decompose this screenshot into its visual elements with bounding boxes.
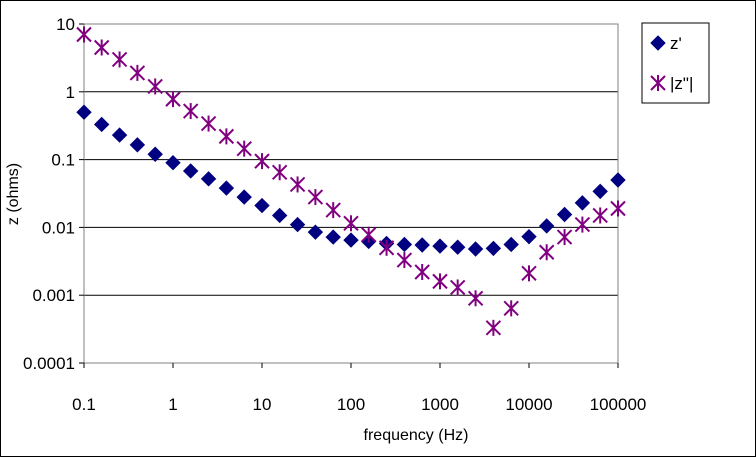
data-point-asterisk — [129, 64, 146, 81]
data-point-asterisk — [182, 103, 199, 120]
data-point-diamond — [610, 172, 626, 188]
data-point-diamond — [271, 207, 288, 224]
data-point-asterisk — [467, 290, 484, 307]
y-tick-label: 0.1 — [51, 151, 75, 170]
legend-marker-asterisk — [650, 75, 666, 91]
data-point-asterisk — [360, 226, 377, 243]
data-point-asterisk — [449, 279, 466, 296]
plot-area — [83, 23, 619, 364]
legend-entry: z' — [650, 34, 682, 53]
data-point-asterisk — [200, 115, 217, 132]
data-point-diamond — [93, 116, 110, 133]
data-point-asterisk — [503, 300, 519, 317]
data-point-diamond — [503, 236, 519, 253]
series-2 — [76, 26, 626, 336]
series-1 — [76, 104, 626, 257]
data-point-asterisk — [307, 189, 324, 206]
data-point-diamond — [254, 197, 270, 214]
x-tick-label: 10 — [253, 395, 272, 414]
data-point-asterisk — [592, 207, 608, 224]
data-point-diamond — [574, 195, 591, 211]
x-tick-label: 100 — [337, 395, 365, 414]
data-point-diamond — [485, 240, 502, 257]
data-point-diamond — [218, 180, 235, 196]
data-point-asterisk — [414, 263, 430, 280]
legend-entry: |z"| — [650, 74, 693, 93]
data-point-asterisk — [236, 140, 252, 157]
data-point-diamond — [592, 183, 608, 200]
data-point-diamond — [556, 206, 573, 223]
data-point-asterisk — [218, 128, 235, 145]
data-point-diamond — [147, 146, 163, 162]
data-point-asterisk — [271, 164, 288, 181]
data-point-asterisk — [111, 51, 128, 68]
data-point-asterisk — [325, 202, 341, 219]
data-point-diamond — [432, 238, 448, 254]
legend-label: z' — [670, 34, 682, 53]
data-point-diamond — [467, 241, 484, 257]
data-point-asterisk — [378, 239, 395, 256]
data-point-diamond — [449, 239, 466, 255]
data-point-diamond — [343, 232, 359, 248]
y-tick-label: 1 — [66, 83, 75, 102]
data-point-diamond — [236, 189, 252, 205]
data-point-diamond — [111, 127, 128, 143]
y-axis-title: z (ohms) — [5, 163, 22, 225]
data-point-asterisk — [147, 78, 163, 95]
data-point-diamond — [289, 216, 306, 233]
data-point-diamond — [521, 228, 537, 245]
data-point-diamond — [307, 224, 324, 240]
data-point-diamond — [182, 163, 199, 179]
data-point-asterisk — [574, 216, 591, 233]
legend-label: |z"| — [670, 74, 693, 93]
data-point-asterisk — [76, 26, 92, 43]
data-point-asterisk — [556, 229, 573, 246]
y-axis: 10 1 0.1 0.01 0.001 0.0001 — [23, 15, 84, 373]
data-point-diamond — [538, 218, 555, 234]
data-point-diamond — [414, 237, 430, 253]
data-point-diamond — [325, 229, 341, 245]
data-point-asterisk — [396, 252, 413, 269]
legend-marker-diamond — [650, 35, 666, 51]
data-point-diamond — [129, 137, 146, 153]
data-point-diamond — [76, 104, 92, 120]
x-tick-label: 100000 — [590, 395, 647, 414]
data-point-asterisk — [538, 244, 555, 261]
legend: z' |z"| — [641, 22, 710, 104]
data-point-asterisk — [610, 200, 626, 217]
data-point-asterisk — [485, 319, 502, 336]
x-axis: 0.1 1 10 100 1000 10000 100000 — [72, 363, 646, 414]
data-point-diamond — [200, 171, 217, 187]
data-point-diamond — [396, 236, 413, 253]
data-point-asterisk — [432, 273, 448, 290]
y-tick-label: 10 — [56, 15, 75, 34]
x-tick-label: 1000 — [421, 395, 459, 414]
data-point-asterisk — [93, 39, 110, 56]
data-point-asterisk — [289, 176, 306, 193]
data-point-asterisk — [165, 91, 181, 108]
y-tick-label: 0.0001 — [23, 354, 75, 373]
legend-box — [641, 22, 710, 104]
y-tick-label: 0.01 — [42, 218, 75, 237]
data-point-diamond — [165, 154, 181, 171]
series — [76, 26, 626, 336]
data-point-asterisk — [521, 265, 537, 282]
x-tick-label: 1 — [168, 395, 177, 414]
x-axis-title: frequency (Hz) — [364, 427, 469, 444]
data-point-asterisk — [254, 153, 270, 170]
x-tick-label: 0.1 — [72, 395, 96, 414]
gridlines — [84, 91, 618, 296]
y-tick-label: 0.001 — [32, 286, 75, 305]
x-tick-label: 10000 — [505, 395, 552, 414]
data-point-asterisk — [343, 215, 359, 232]
